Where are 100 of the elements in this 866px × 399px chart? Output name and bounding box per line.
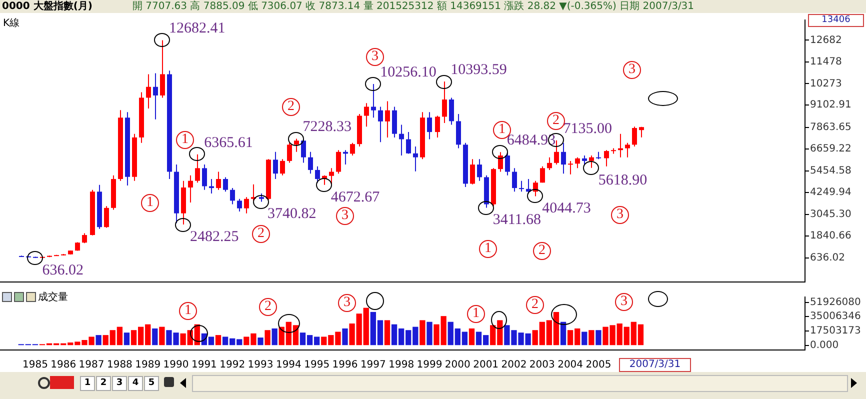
- annotation: 1: [176, 131, 194, 149]
- candlestick: [456, 113, 461, 149]
- candlestick: [604, 150, 609, 167]
- candlestick: [364, 102, 369, 128]
- x-tick-label: 1995: [304, 360, 330, 371]
- chart-title: 成交量: [38, 290, 68, 304]
- x-tick-label: 2005: [586, 360, 612, 371]
- bar: [152, 328, 158, 346]
- x-tick-label: 1999: [416, 360, 442, 371]
- annotation: 2: [547, 112, 565, 130]
- annotation: 2: [526, 296, 544, 314]
- bar: [272, 328, 278, 346]
- bar: [215, 335, 222, 346]
- candlestick: [223, 176, 228, 192]
- annotation: 1: [467, 305, 485, 323]
- bar: [264, 330, 270, 346]
- candlestick: [392, 106, 397, 138]
- text: 4044.73: [542, 200, 591, 217]
- candlestick: [632, 126, 637, 147]
- bar: [588, 330, 594, 346]
- candlestick: [82, 232, 87, 244]
- text: 7228.33: [302, 119, 352, 136]
- annotation: 3: [366, 48, 384, 66]
- bar: [342, 328, 348, 346]
- y-tick-label: 1840.66: [810, 230, 852, 242]
- text: 3: [112, 376, 127, 391]
- x-tick-label: 1993: [248, 360, 274, 371]
- candlestick: [568, 160, 573, 175]
- annotation: 1: [479, 240, 497, 258]
- candlestick: [104, 206, 109, 228]
- candlestick: [244, 196, 249, 214]
- candlestick: [427, 112, 432, 140]
- bar: [596, 330, 602, 346]
- x-tick-label: 1987: [78, 360, 104, 371]
- candlestick: [237, 198, 242, 212]
- annotation: 1: [141, 194, 159, 212]
- candlestick: [371, 84, 376, 118]
- bar: [582, 332, 588, 346]
- text: 13406: [808, 14, 864, 27]
- candlestick: [195, 154, 200, 184]
- candlestick: [146, 74, 151, 110]
- chart-subtitle: 開 7707.63 高 7885.09 低 7306.07 收 7873.14 量 201525312 額 14369151 漲跌 28.82 ▼(-0.365%) 日期 2007/3/31: [132, 1, 694, 12]
- candlestick: [280, 158, 285, 176]
- candlestick: [477, 158, 482, 182]
- text: 3740.82: [268, 206, 316, 222]
- annotation: 2: [252, 225, 270, 243]
- candlestick: [202, 164, 207, 190]
- candlestick: [336, 150, 341, 174]
- text: 12682.41: [168, 20, 226, 37]
- candlestick: [519, 180, 524, 192]
- annotation: 3: [338, 294, 356, 312]
- candlestick: [399, 124, 404, 156]
- candlestick: [449, 97, 454, 126]
- y-tick-label: 51926080: [810, 297, 861, 308]
- annotation: 3: [611, 206, 629, 224]
- candlestick: [273, 151, 278, 180]
- candlestick: [540, 166, 545, 184]
- candlestick: [547, 156, 552, 170]
- candlestick: [350, 142, 355, 156]
- candlestick: [385, 100, 390, 138]
- bar: [384, 320, 390, 346]
- candlestick: [413, 146, 418, 172]
- bar: [258, 338, 264, 346]
- x-tick-label: 1994: [276, 360, 302, 371]
- candlestick: [435, 115, 440, 138]
- bar: [426, 322, 432, 346]
- candlestick: [287, 142, 292, 164]
- bar: [420, 320, 426, 346]
- y-tick-label: 7863.65: [810, 122, 852, 133]
- text: 1: [80, 376, 95, 391]
- y-tick-label: 12682: [810, 34, 842, 46]
- x-tick-label: 2001: [473, 360, 499, 371]
- annotation: 2: [533, 242, 551, 260]
- y-tick-label: 3045.30: [810, 208, 852, 220]
- candlestick: [589, 155, 594, 168]
- y-tick-label: 5454.58: [810, 165, 852, 176]
- x-tick-label: 1996: [332, 360, 358, 371]
- text: 3411.68: [492, 212, 542, 228]
- text: 10256.10: [380, 64, 436, 80]
- candlestick: [378, 106, 383, 143]
- text: 6365.61: [204, 134, 253, 151]
- y-tick-label: 636.02: [810, 252, 845, 264]
- y-tick-label: 35006346: [810, 310, 861, 322]
- bar: [96, 335, 102, 346]
- candlestick: [575, 156, 580, 169]
- candlestick: [512, 168, 517, 192]
- y-tick-label: 17503173: [810, 325, 861, 336]
- candlestick: [505, 152, 510, 176]
- candlestick: [315, 166, 320, 184]
- bar: [560, 322, 566, 346]
- x-tick-label: 1988: [106, 360, 132, 371]
- y-tick-label: 4249.94: [810, 187, 852, 198]
- x-tick-label: 1997: [360, 360, 386, 371]
- candlestick: [216, 171, 221, 190]
- text: 7135.00: [563, 120, 612, 137]
- x-tick-label: 2002: [501, 360, 527, 371]
- annotation: 3: [615, 293, 633, 311]
- text: 2: [96, 376, 111, 391]
- annotation: 3: [623, 61, 641, 79]
- bar: [124, 332, 130, 346]
